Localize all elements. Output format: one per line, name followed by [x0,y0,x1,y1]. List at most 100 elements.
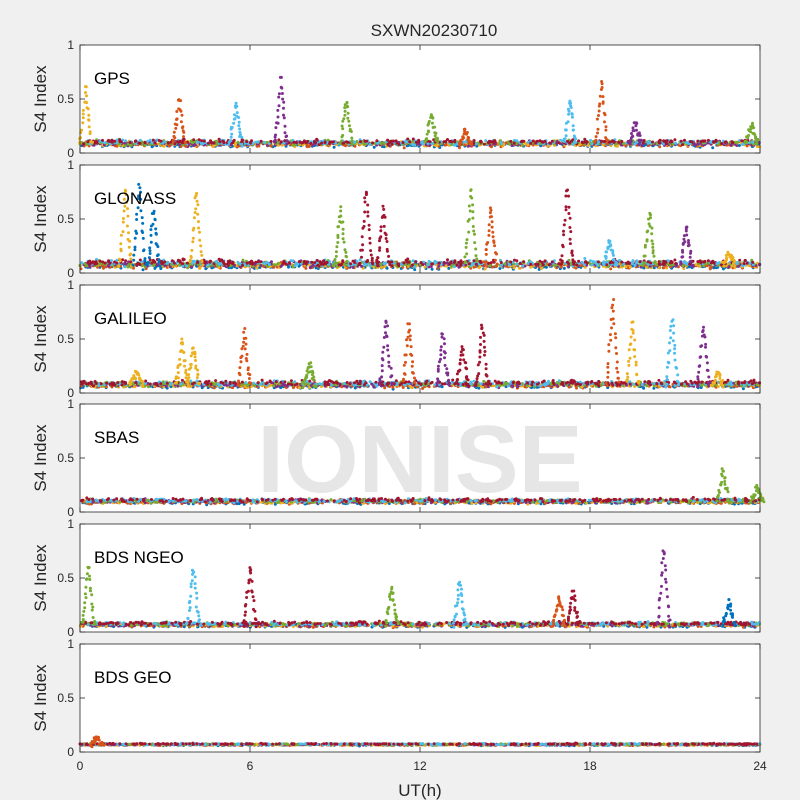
data-point [360,255,363,259]
data-point [484,139,488,143]
data-point [665,139,669,143]
data-point [341,127,345,131]
data-point [211,145,215,149]
data-point [651,245,655,249]
data-point [283,124,287,128]
data-point [669,140,672,144]
data-point [126,214,130,218]
data-point [560,254,564,258]
data-point [652,254,656,258]
data-point [119,233,123,237]
data-point [291,259,295,263]
data-point [171,140,175,144]
data-point [148,252,152,255]
data-point [196,203,200,207]
data-point [378,248,381,252]
y-axis-label: S4 Index [31,185,50,253]
data-point [515,259,519,263]
data-point [571,124,575,128]
data-point [565,260,569,264]
data-point [362,219,366,223]
data-point [706,138,710,142]
data-point [727,265,731,269]
data-point [282,100,286,104]
data-point [601,101,605,105]
data-point [569,101,572,105]
data-point [522,260,526,264]
data-point [738,258,742,262]
data-point [495,264,499,268]
data-point [685,233,689,237]
data-point [192,138,196,142]
data-point [425,132,429,136]
data-point [649,216,652,220]
data-point [287,261,291,265]
data-point [471,225,475,228]
data-point [698,264,702,268]
data-point [646,229,650,233]
data-point [138,138,142,142]
data-point [346,116,350,120]
data-point [156,253,160,257]
data-point [198,230,201,234]
data-point [362,142,366,146]
data-point [596,127,600,131]
data-point [134,229,138,233]
data-point [113,260,117,264]
data-point [467,230,471,234]
data-point [297,260,301,264]
data-point [611,251,615,255]
data-point [94,140,98,143]
data-point [173,136,177,140]
data-point [191,240,195,244]
data-point [689,259,693,263]
data-point [190,248,194,252]
data-point [535,139,539,143]
data-point [84,85,88,89]
data-point [323,141,327,145]
data-point [571,260,575,264]
data-point [574,137,578,141]
data-point [366,210,370,214]
data-point [669,261,672,265]
data-point [605,142,609,145]
data-point [142,249,145,253]
data-point [128,141,132,144]
data-point [300,141,304,145]
data-point [487,233,491,237]
data-point [517,266,521,270]
data-point [567,264,570,268]
data-point [756,138,760,142]
data-point [444,139,448,143]
data-point [179,120,183,124]
data-point [320,141,323,145]
data-point [474,247,478,251]
data-point [568,141,572,145]
data-point [758,263,762,267]
data-point [493,244,497,248]
data-point [141,231,145,234]
data-point [298,386,301,390]
data-point [585,261,589,265]
data-point [119,242,123,246]
data-point [188,258,192,262]
data-point [185,264,189,268]
data-point [735,260,739,264]
panel-name: GLONASS [94,189,176,208]
data-point [524,141,528,145]
data-point [233,117,237,121]
data-point [600,86,604,89]
data-point [81,121,85,125]
data-point [337,263,341,267]
data-point [338,142,342,145]
data-point [631,134,635,138]
data-point [346,140,350,144]
data-point [84,91,87,95]
data-point [237,124,241,128]
data-point [550,139,554,143]
data-point [194,207,198,211]
data-point [531,139,535,143]
data-point [490,220,494,224]
